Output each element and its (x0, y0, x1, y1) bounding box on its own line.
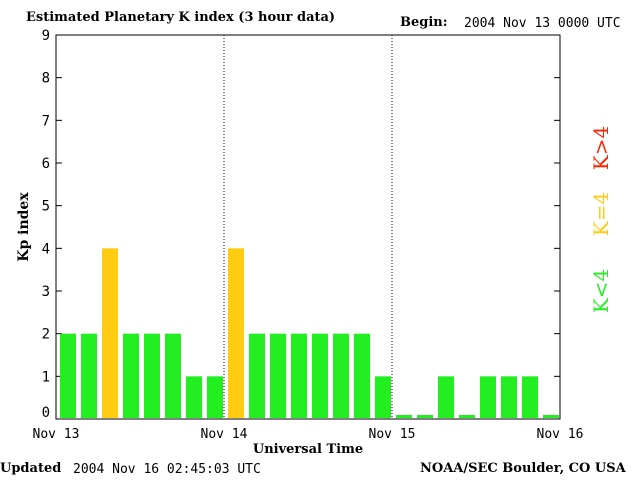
x-tick-label: Nov 14 (201, 427, 248, 442)
kp-bar (81, 333, 97, 418)
y-axis-label: Kp index (16, 192, 32, 262)
kp-bar (417, 415, 433, 418)
legend-k-above-4: K>4 (589, 126, 613, 170)
kp-bar (354, 333, 370, 418)
kp-bar (312, 333, 328, 418)
y-tick-label: 0 (42, 405, 50, 421)
kp-bar (543, 415, 559, 418)
y-tick-label: 4 (42, 241, 50, 257)
kp-bar (291, 333, 307, 418)
x-tick-label: Nov 16 (537, 427, 584, 442)
kp-bar (165, 333, 181, 418)
y-tick-label: 6 (42, 156, 50, 172)
kp-bar (102, 248, 118, 418)
legend-k-below-4: K<4 (589, 269, 613, 313)
y-tick-label: 8 (42, 71, 50, 87)
kp-bar (459, 415, 475, 418)
kp-bar (375, 376, 391, 418)
y-tick-label: 9 (42, 28, 50, 44)
x-axis-label: Universal Time (253, 442, 363, 457)
kp-bar (144, 333, 160, 418)
source-credit: NOAA/SEC Boulder, CO USA (420, 461, 626, 476)
x-tick-label: Nov 15 (369, 427, 416, 442)
legend-k-equal-4: K=4 (589, 192, 613, 236)
kp-bar (333, 333, 349, 418)
kp-bar (438, 376, 454, 418)
begin-value: 2004 Nov 13 0000 UTC (464, 16, 621, 31)
kp-bar (186, 376, 202, 418)
kp-bar (522, 376, 538, 418)
kp-bar (228, 248, 244, 418)
y-tick-label: 3 (42, 284, 50, 300)
y-tick-label: 5 (42, 199, 50, 215)
kp-bar (270, 333, 286, 418)
x-tick-label: Nov 13 (33, 427, 80, 442)
updated-label: Updated (0, 461, 62, 476)
updated-value: 2004 Nov 16 02:45:03 UTC (73, 462, 261, 477)
kp-bar (123, 333, 139, 418)
begin-label: Begin: (400, 15, 448, 30)
kp-bar (501, 376, 517, 418)
kp-bar (60, 333, 76, 418)
y-tick-label: 7 (42, 113, 50, 129)
kp-bar (396, 415, 412, 418)
chart-title: Estimated Planetary K index (3 hour data… (26, 10, 336, 25)
y-tick-label: 1 (42, 369, 50, 385)
kp-bar (207, 376, 223, 418)
plot-frame (55, 34, 561, 420)
kp-bar (480, 376, 496, 418)
kp-bar (249, 333, 265, 418)
y-tick-label: 2 (42, 327, 50, 343)
